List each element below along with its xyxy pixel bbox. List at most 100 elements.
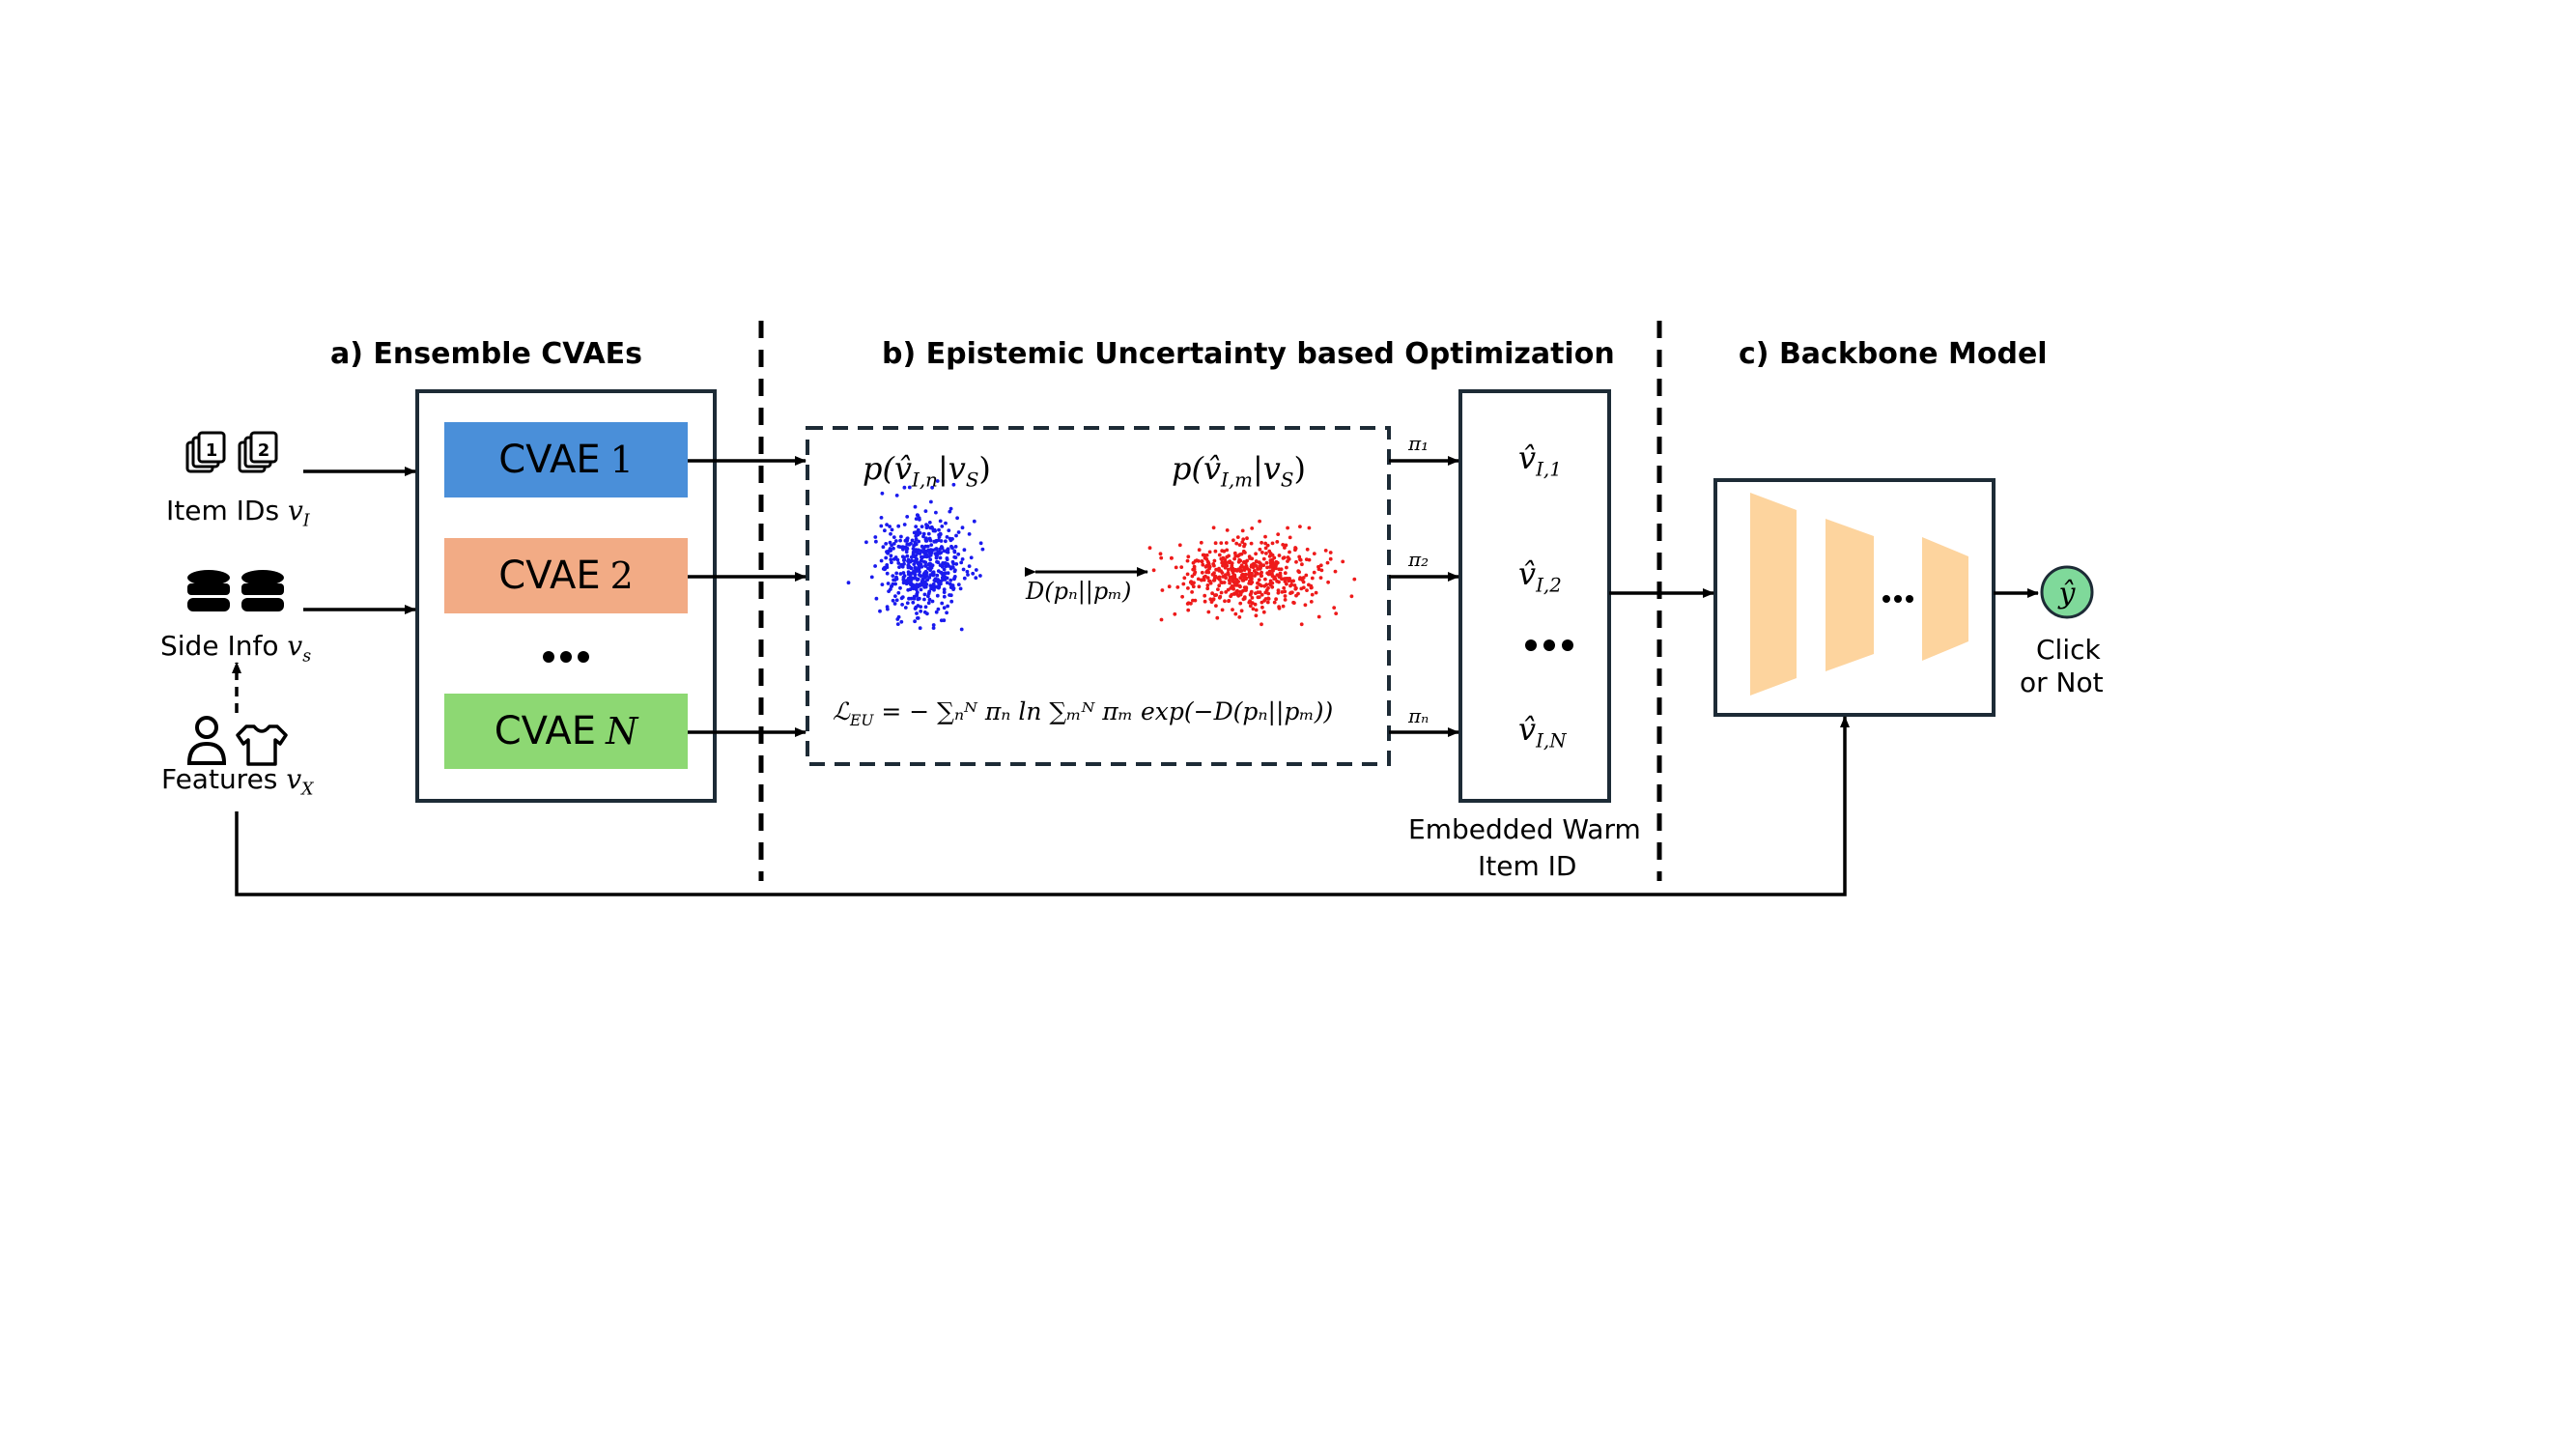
scatter-point [1219, 541, 1224, 545]
scatter-point [900, 545, 905, 549]
scatter-point [1286, 526, 1289, 530]
scatter-point [1277, 605, 1281, 610]
scatter-point [936, 585, 941, 590]
scatter-point [929, 499, 933, 504]
svg-text:2: 2 [258, 440, 270, 461]
distribution-label-m: p(v̂I,m|vS) [1172, 450, 1306, 492]
scatter-point [1254, 591, 1258, 595]
scatter-point [1230, 565, 1233, 570]
scatter-point [1333, 569, 1338, 574]
scatter-point [1272, 577, 1277, 581]
scatter-point [1238, 592, 1243, 597]
scatter-point [864, 540, 868, 545]
scatter-point [879, 558, 884, 563]
scatter-point [940, 576, 945, 580]
scatter-point [1267, 554, 1272, 558]
scatter-point [949, 599, 954, 604]
scatter-point [1252, 562, 1257, 567]
scatter-point [1186, 554, 1191, 559]
scatter-point [932, 539, 937, 544]
scatter-point [1263, 546, 1268, 551]
scatter-point [1223, 573, 1228, 578]
scatter-point [922, 610, 927, 614]
scatter-point [1261, 563, 1266, 568]
scatter-point [1256, 581, 1260, 585]
scatter-point [951, 482, 956, 487]
scatter-point [1264, 552, 1268, 555]
scatter-point [1210, 572, 1215, 577]
scatter-point [956, 552, 961, 556]
scatter-point [902, 574, 907, 578]
scatter-point [1242, 544, 1246, 549]
scatter-point [1305, 588, 1309, 592]
scatter-point [1249, 574, 1254, 579]
scatter-point [892, 578, 895, 582]
scatter-point [951, 586, 956, 590]
scatter-point [1205, 583, 1210, 587]
scatter-point [1304, 573, 1309, 578]
scatter-point [1262, 599, 1266, 603]
scatter-point [1284, 543, 1288, 548]
scatter-point [889, 557, 893, 562]
scatter-point [1250, 596, 1255, 600]
scatter-point [1283, 598, 1288, 602]
scatter-point [1276, 532, 1281, 536]
scatter-point [881, 545, 886, 550]
scatter-point [911, 550, 916, 554]
scatter-point [906, 557, 911, 562]
shirt-icon [236, 724, 288, 766]
scatter-point [948, 506, 953, 511]
scatter-point [897, 565, 901, 569]
scatter-point [1280, 577, 1285, 582]
backbone-layer-1 [1750, 493, 1797, 696]
scatter-point [1219, 581, 1224, 584]
weight-pi-n: πₙ [1408, 704, 1430, 727]
scatter-point [1264, 588, 1269, 592]
scatter-point [1147, 546, 1152, 551]
scatter-point [1205, 586, 1210, 591]
scatter-point [1227, 578, 1231, 582]
scatter-point [1242, 559, 1247, 564]
output-caption-line-2: or Not [2020, 667, 2104, 698]
scatter-point [1192, 564, 1197, 569]
scatter-point [1231, 608, 1234, 611]
scatter-point [926, 531, 931, 536]
scatter-point [894, 598, 899, 603]
scatter-point [1174, 565, 1178, 570]
scatter-point [905, 554, 910, 558]
scatter-point [1255, 571, 1260, 576]
scatter-point [949, 544, 953, 549]
scatter-point [1212, 563, 1216, 568]
scatter-point [905, 515, 910, 519]
scatter-point [901, 581, 906, 585]
scatter-point [1262, 583, 1267, 588]
scatter-point [1319, 568, 1324, 573]
scatter-point [1283, 589, 1288, 594]
scatter-point [1233, 567, 1237, 572]
scatter-point [1268, 560, 1273, 565]
scatter-point [1294, 559, 1298, 564]
scatter-point [884, 555, 889, 560]
scatter-point [1265, 600, 1270, 605]
scatter-point [890, 584, 893, 588]
scatter-point [936, 607, 941, 611]
scatter-point [936, 551, 941, 554]
scatter-point [1214, 604, 1218, 608]
scatter-point [924, 536, 928, 541]
scatter-point [1200, 570, 1204, 575]
scatter-point [888, 540, 892, 545]
distribution-cloud-left [846, 479, 985, 632]
scatter-point [1303, 603, 1308, 608]
features-label: Features vX [161, 763, 314, 800]
scatter-point [1267, 572, 1272, 577]
scatter-point [1179, 565, 1184, 569]
scatter-point [1281, 604, 1286, 609]
optimization-box [806, 426, 1391, 766]
scatter-point [1250, 526, 1255, 530]
scatter-point [1232, 551, 1237, 555]
scatter-point [893, 539, 898, 543]
scatter-point [920, 554, 923, 559]
scatter-point [1279, 567, 1284, 572]
ensemble-ellipsis [543, 651, 589, 663]
scatter-point [1230, 592, 1234, 597]
